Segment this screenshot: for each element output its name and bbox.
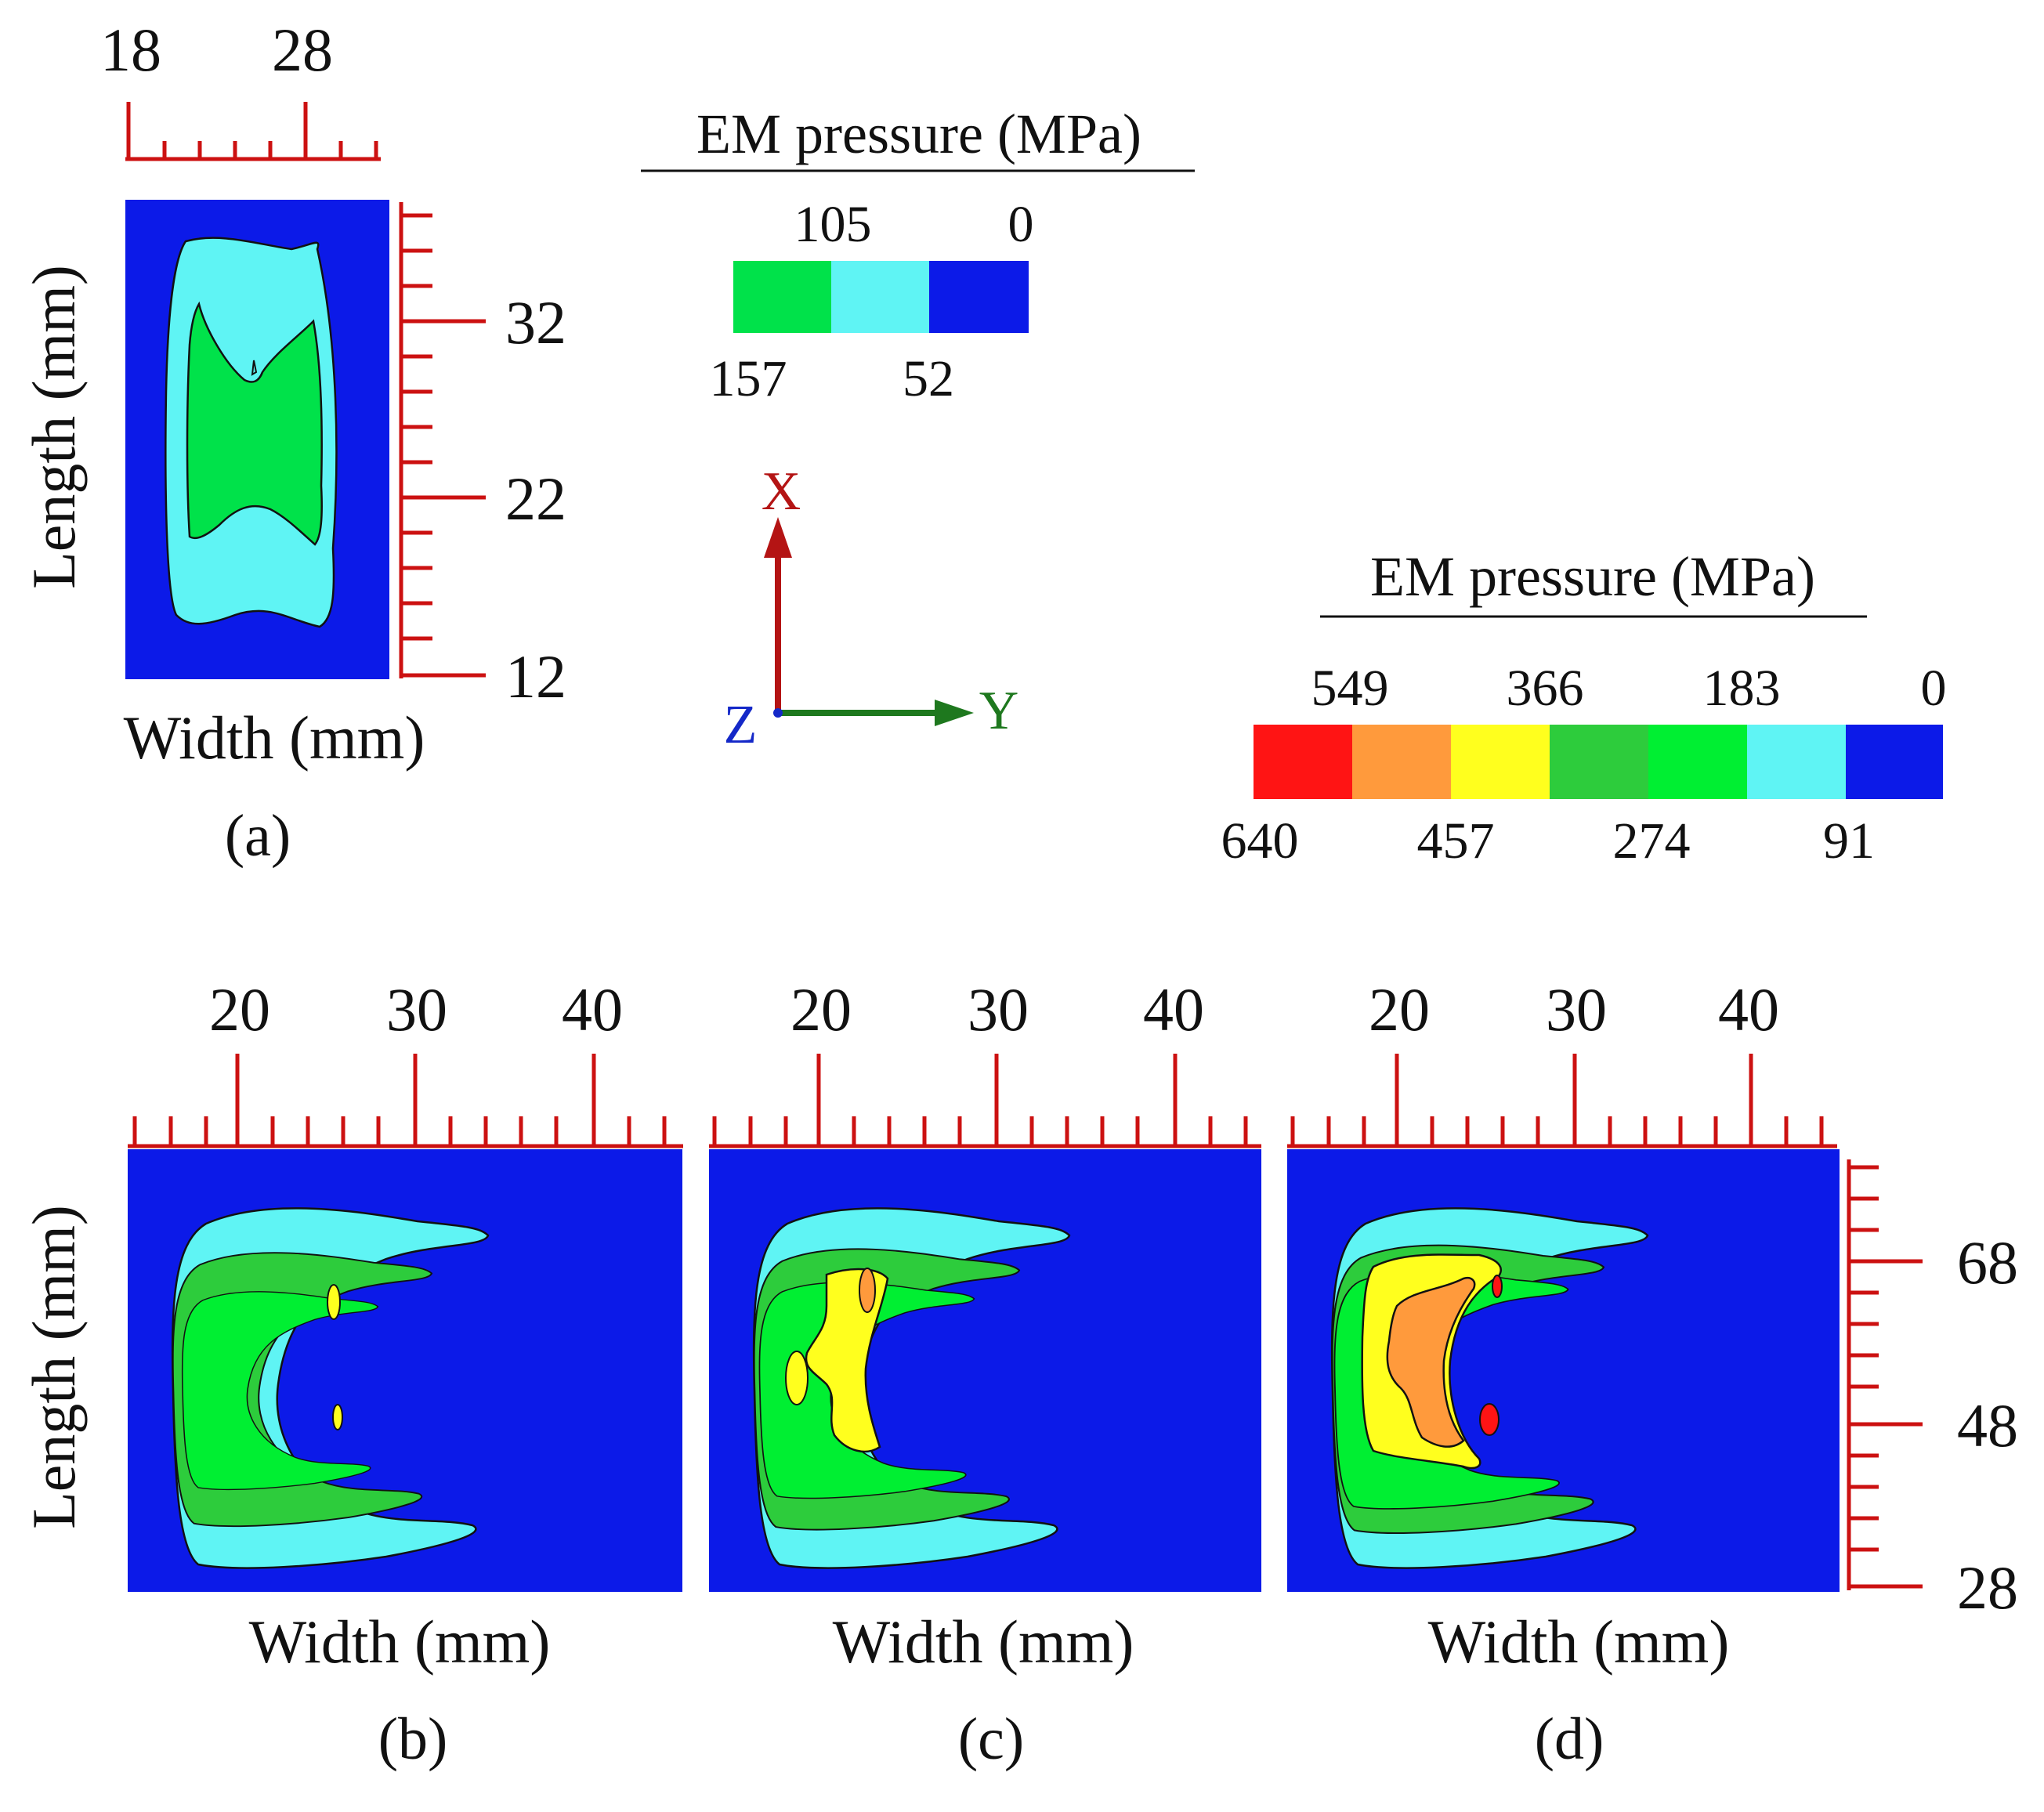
panel-b-contour-366 <box>332 1404 343 1430</box>
legend-small-swatch <box>733 261 831 333</box>
panel-c-plot <box>709 1149 1261 1592</box>
panel-b-plot <box>128 1149 682 1592</box>
y-arrowhead <box>935 700 974 726</box>
panel-d-y-tick-label: 28 <box>1957 1553 2018 1622</box>
legend-large-swatch <box>1846 725 1943 799</box>
x-axis-label: X <box>762 461 801 522</box>
panel-a-x-tick-label: 18 <box>100 16 161 84</box>
panel-c-contour-457 <box>859 1268 876 1313</box>
legend-large-top-value: 549 <box>1311 660 1389 717</box>
panel-d-contour-457 <box>1386 1277 1476 1448</box>
panel-d: 20 30 40 68 48 28 <box>1287 975 2018 1772</box>
panel-a-label: (a) <box>225 803 291 869</box>
panel-d-y-ruler <box>1847 1159 1923 1590</box>
panel-a-y-tick-label: 32 <box>505 288 566 356</box>
panel-d-y-tick-label: 68 <box>1957 1228 2018 1297</box>
panel-a-x-ruler <box>125 102 381 161</box>
legend-small-top-value: 105 <box>794 196 872 253</box>
legend-small: EM pressure (MPa) 105 0 157 52 <box>641 103 1195 407</box>
z-axis-dot <box>773 708 783 718</box>
panel-c-x-tick-label: 20 <box>790 975 852 1043</box>
panel-d-contour-549 <box>1492 1275 1503 1298</box>
panel-a-x-axis-title: Width (mm) <box>124 703 425 772</box>
legend-small-title: EM pressure (MPa) <box>696 103 1141 165</box>
panel-a: 18 28 32 22 12 Width (mm <box>20 16 566 869</box>
coordinate-triad: X Y Z <box>724 461 1019 755</box>
panel-b-x-axis-title: Width (mm) <box>249 1608 551 1676</box>
legend-large-swatch <box>1451 725 1550 799</box>
panel-c-x-ruler <box>709 1054 1261 1148</box>
panel-d-x-tick-label: 40 <box>1718 975 1779 1043</box>
panel-d-plot <box>1287 1149 1840 1592</box>
panel-c: 20 30 40 Width (mm) (c) <box>709 975 1261 1772</box>
panel-c-x-tick-label: 30 <box>968 975 1029 1043</box>
panel-b-y-axis-title: Length (mm) <box>20 1205 88 1529</box>
panel-d-x-tick-label: 30 <box>1546 975 1607 1043</box>
legend-large-title: EM pressure (MPa) <box>1370 545 1815 608</box>
panel-d-x-ruler <box>1287 1054 1837 1148</box>
legend-large-swatch <box>1254 725 1352 799</box>
legend-large-top-value: 0 <box>1921 660 1947 717</box>
legend-large-top-value: 366 <box>1507 660 1584 717</box>
panel-b: 20 30 40 Width (mm) Length (mm) (b) <box>20 975 683 1772</box>
panel-c-label: (c) <box>958 1706 1024 1772</box>
z-axis-label: Z <box>724 695 758 755</box>
panel-a-x-tick-label: 28 <box>272 16 333 84</box>
panel-a-y-axis-title: Length (mm) <box>20 265 88 589</box>
legend-large-top-value: 183 <box>1703 660 1781 717</box>
legend-large-swatch <box>1747 725 1846 799</box>
panel-c-contour-366 <box>805 1268 889 1453</box>
panel-d-y-tick-label: 48 <box>1957 1391 2018 1459</box>
panel-b-x-ruler <box>128 1054 683 1148</box>
x-arrowhead <box>764 517 792 558</box>
panel-c-contour-366 <box>785 1351 809 1405</box>
legend-large: EM pressure (MPa) 549 366 183 0 640 457 … <box>1221 545 1947 870</box>
legend-large-swatch <box>1550 725 1648 799</box>
panel-d-label: (d) <box>1535 1706 1604 1772</box>
legend-small-bottom-value: 52 <box>903 350 954 407</box>
legend-large-bottom-value: 640 <box>1221 812 1299 870</box>
legend-small-bottom-value: 157 <box>710 350 787 407</box>
legend-small-swatch <box>831 261 929 333</box>
panel-c-x-tick-label: 40 <box>1143 975 1204 1043</box>
panel-b-contour-366 <box>327 1284 341 1320</box>
panel-a-plot <box>125 200 389 679</box>
panel-b-x-tick-label: 20 <box>209 975 270 1043</box>
panel-d-contour-549 <box>1479 1403 1500 1436</box>
legend-large-bottom-value: 457 <box>1417 812 1495 870</box>
panel-a-y-ruler <box>399 202 486 678</box>
panel-b-label: (b) <box>378 1706 448 1772</box>
panel-b-x-tick-label: 30 <box>386 975 447 1043</box>
legend-large-bottom-value: 91 <box>1823 812 1875 870</box>
panel-c-x-axis-title: Width (mm) <box>833 1608 1134 1676</box>
panel-d-x-axis-title: Width (mm) <box>1428 1608 1730 1676</box>
panel-a-y-tick-label: 22 <box>505 465 566 533</box>
legend-large-swatch <box>1352 725 1451 799</box>
y-axis-label: Y <box>979 681 1019 741</box>
panel-d-x-tick-label: 20 <box>1369 975 1430 1043</box>
legend-large-bottom-value: 274 <box>1613 812 1691 870</box>
panel-a-contour-hole <box>251 360 258 376</box>
panel-a-y-tick-label: 12 <box>505 642 566 711</box>
panel-b-x-tick-label: 40 <box>562 975 623 1043</box>
legend-small-swatch <box>929 261 1029 333</box>
legend-small-top-value: 0 <box>1008 196 1034 253</box>
legend-large-swatch <box>1648 725 1747 799</box>
panel-a-contour-105 <box>186 301 323 546</box>
